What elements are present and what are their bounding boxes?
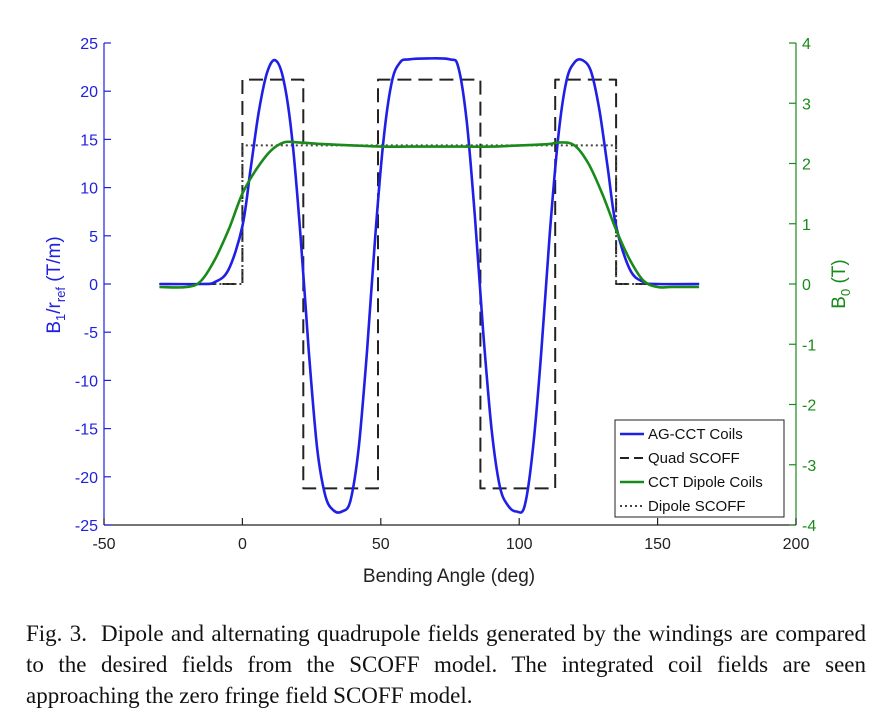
- x-tick-label: 0: [238, 536, 247, 553]
- legend-label: Dipole SCOFF: [648, 498, 746, 515]
- left-tick-label: 5: [89, 229, 98, 246]
- right-tick-label: 3: [802, 96, 811, 113]
- x-tick-label: 50: [372, 536, 390, 553]
- right-tick-label: 1: [802, 217, 811, 234]
- left-tick-label: -25: [75, 518, 98, 535]
- right-tick-label: 4: [802, 36, 811, 53]
- x-tick-label: 100: [506, 536, 533, 553]
- right-axis-title: B0 (T): [829, 259, 853, 308]
- legend-label: Quad SCOFF: [648, 450, 740, 467]
- x-axis-ticks: -50 0 50 100 150 200: [92, 518, 809, 553]
- legend-box: [614, 419, 785, 518]
- x-tick-label: 150: [644, 536, 671, 553]
- left-tick-label: -10: [75, 373, 98, 390]
- series-line-quad-scoff: [159, 78, 700, 490]
- series-line-cct-dipole-coils: [159, 140, 700, 289]
- x-tick-label: 200: [783, 536, 810, 553]
- left-tick-label: 10: [80, 181, 98, 198]
- x-tick-label: -50: [92, 536, 115, 553]
- left-tick-label: 15: [80, 132, 98, 149]
- legend-label: AG-CCT Coils: [648, 426, 743, 443]
- right-axis-ticks: 4 3 2 1 0 -1 -2 -3 -4: [789, 36, 816, 535]
- right-tick-label: -1: [802, 337, 816, 354]
- right-tick-label: 2: [802, 157, 811, 174]
- left-tick-label: -20: [75, 470, 98, 487]
- right-tick-label: -4: [802, 518, 816, 535]
- left-tick-label: 0: [89, 277, 98, 294]
- x-axis-title: Bending Angle (deg): [363, 566, 535, 587]
- series-line-dipole-scoff: [159, 144, 700, 285]
- left-tick-label: 25: [80, 36, 98, 53]
- left-axis-ticks: 25 20 15 10 5 0 -5 -10 -15 -20 -25: [75, 36, 111, 535]
- left-tick-label: 20: [80, 84, 98, 101]
- legend-label: CCT Dipole Coils: [648, 474, 763, 491]
- left-tick-label: -5: [84, 325, 98, 342]
- figure-label: Fig. 3.: [26, 621, 87, 646]
- figure-caption: Fig. 3. Dipole and alternating quadrupole…: [26, 618, 866, 711]
- series-layer: [159, 57, 700, 514]
- right-tick-label: 0: [802, 277, 811, 294]
- chart-legend: AG-CCT Coils Quad SCOFF CCT Dipole Coils Di…: [614, 419, 785, 518]
- left-tick-label: -15: [75, 422, 98, 439]
- right-tick-label: -3: [802, 458, 816, 475]
- left-axis-title: B1/rref (T/m): [44, 236, 68, 333]
- series-line-ag-cct-coils: [159, 57, 700, 514]
- right-tick-label: -2: [802, 398, 816, 415]
- caption-text: Dipole and alternating quadrupole fields…: [26, 621, 867, 708]
